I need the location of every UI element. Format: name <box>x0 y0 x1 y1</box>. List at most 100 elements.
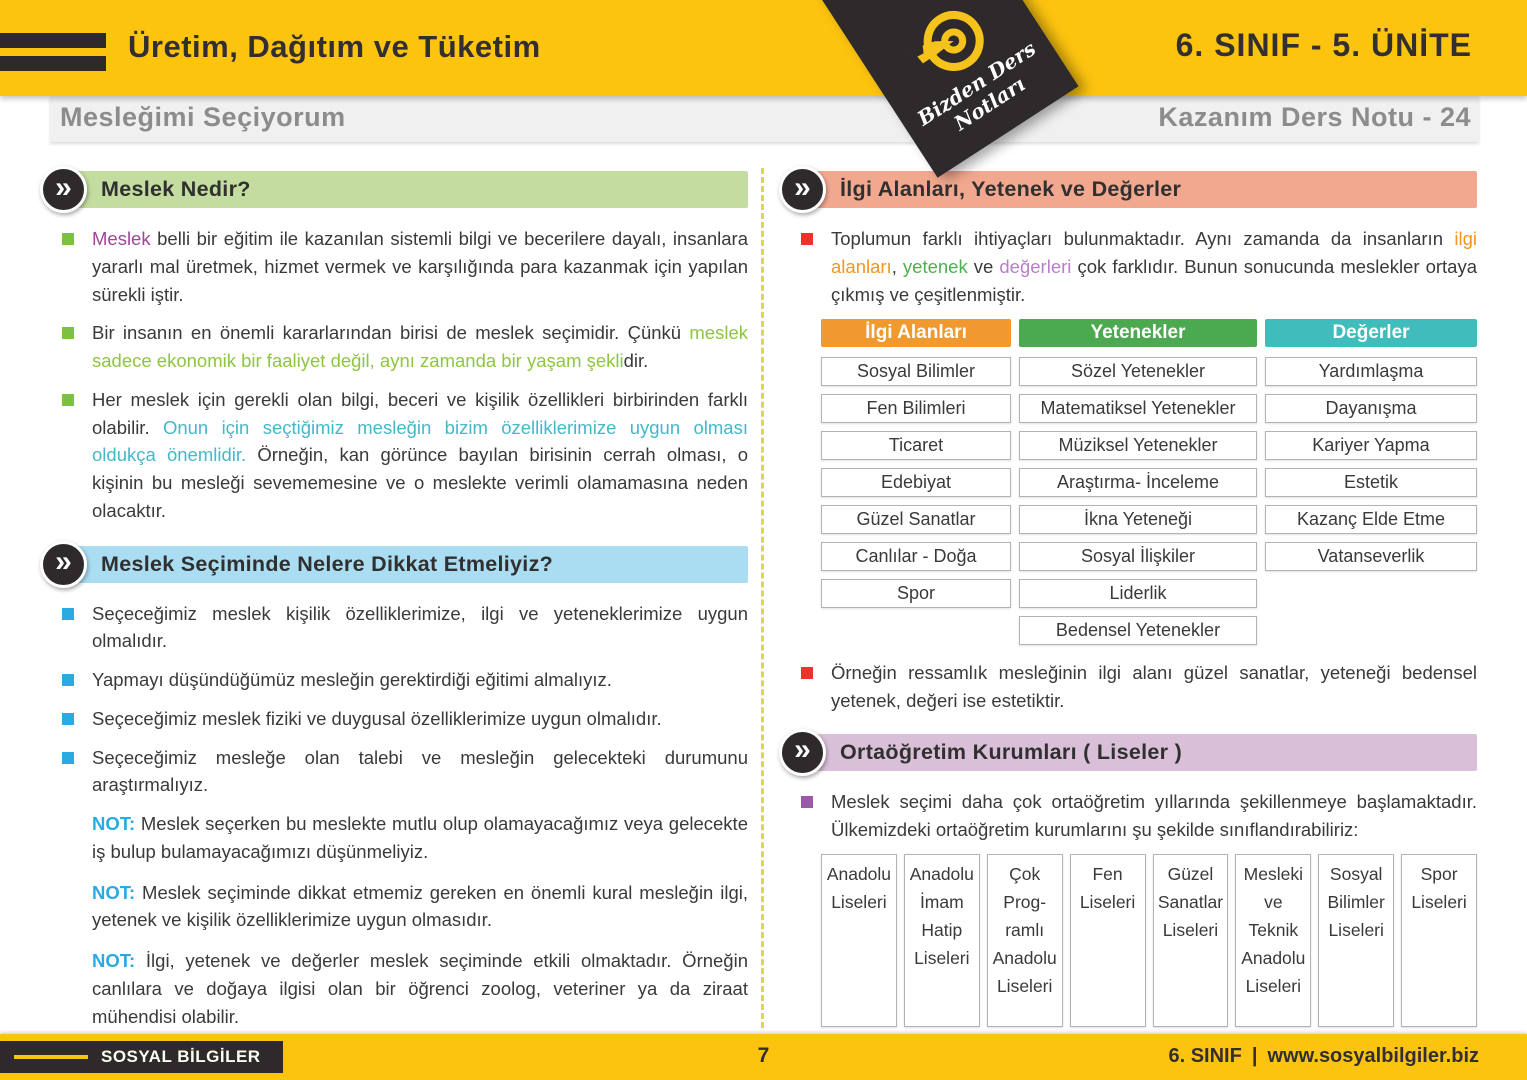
table-column: Değerler Yardımlaşma Dayanışma Kariyer Yapm… <box>1265 319 1477 645</box>
section-header: » Meslek Seçiminde Nelere Dikkat Etmeliyi… <box>40 540 748 588</box>
note-paragraph: NOT: İlgi, yetenek ve değerler meslek se… <box>92 947 748 1030</box>
table-cell: Yardımlaşma <box>1265 357 1477 387</box>
footer-website-text: www.sosyalbilgiler.biz <box>1267 1045 1479 1067</box>
section-title: Meslek Nedir? <box>61 171 748 208</box>
text-segment: , <box>891 255 903 277</box>
list-item: Meslek belli bir eğitim ile kazanılan si… <box>40 225 748 308</box>
school-type-line: Fen <box>1092 864 1123 885</box>
school-type-box: Sosyal Bilimler Liseleri <box>1318 854 1395 1028</box>
text-segment: Seçeceğimiz meslek kişilik özelliklerimi… <box>92 602 748 652</box>
school-type-line: Teknik <box>1248 920 1299 941</box>
school-type-box: Güzel Sanatlar Liseleri <box>1152 854 1229 1028</box>
school-type-line: Anadolu <box>826 864 892 885</box>
section-header: » Ortaöğretim Kurumları ( Liseler ) <box>779 728 1477 776</box>
text-segment: dir. <box>623 350 649 371</box>
table-column-header: Yetenekler <box>1019 319 1257 348</box>
brand-ribbon: Bizden Ders Notları <box>789 0 1079 178</box>
bullet-square-icon <box>62 393 74 406</box>
school-type-box: Çok Prog-ramlı Anadolu Liseleri <box>986 854 1063 1028</box>
note-number-label: Kazanım Ders Notu - 24 <box>1158 102 1471 132</box>
school-type-line: Anadolu <box>909 864 974 885</box>
school-type-box: Anadolu Liseleri <box>821 854 897 1028</box>
school-type-line: Bilimler <box>1327 892 1385 913</box>
list-item: Meslek seçimi daha çok ortaöğretim yılla… <box>779 788 1477 844</box>
table-cell: Dayanışma <box>1265 394 1477 424</box>
chevron-double-icon: » <box>779 728 826 776</box>
right-column: » İlgi Alanları, Yetenek ve Değerler Toplu… <box>779 166 1477 1028</box>
table-cell: Sözel Yetenekler <box>1019 357 1257 387</box>
text-segment: Örneğin, kan görünce bayılan birisinin c… <box>92 444 748 521</box>
text-segment: çok farklıdır. Bunun sonucunda meslekler… <box>831 255 1477 305</box>
school-type-line: Liseleri <box>1328 920 1384 941</box>
list-item-text: Meslek belli bir eğitim ile kazanılan si… <box>92 225 748 308</box>
list-item: Örneğin ressamlık mesleğinin ilgi alanı … <box>779 659 1477 715</box>
school-type-line: ve <box>1264 892 1283 913</box>
section-title: İlgi Alanları, Yetenek ve Değerler <box>800 171 1477 208</box>
list-item: Seçeceğimiz meslek kişilik özelliklerimi… <box>40 600 748 656</box>
school-type-line: Sanatlar <box>1157 892 1224 913</box>
bullet-square-icon <box>62 233 74 245</box>
table-cell: Güzel Sanatlar <box>821 505 1011 535</box>
school-type-line: Mesleki <box>1243 864 1303 885</box>
column-divider <box>761 168 764 1028</box>
interests-skills-values-table: İlgi Alanları Sosyal Bilimler Fen Bilimler… <box>821 319 1477 646</box>
school-type-box: Spor Liseleri <box>1401 854 1477 1028</box>
equals-stripes-icon <box>0 33 106 79</box>
table-cell: Matematiksel Yetenekler <box>1019 394 1257 424</box>
table-column: İlgi Alanları Sosyal Bilimler Fen Bilimler… <box>821 319 1011 645</box>
table-cell: Kazanç Elde Etme <box>1265 505 1477 535</box>
school-type-line: Liseleri <box>996 976 1053 997</box>
text-segment: belli bir eğitim ile kazanılan sistemli … <box>92 228 748 305</box>
table-cell: Fen Bilimleri <box>821 394 1011 424</box>
school-type-line: Liseleri <box>1245 976 1302 997</box>
list-item-text: Her meslek için gerekli olan bilgi, bece… <box>92 386 748 525</box>
footer-brand-label: SOSYAL BİLGİLER <box>101 1047 261 1066</box>
table-column-header: Değerler <box>1265 319 1477 348</box>
text-segment: ve <box>967 255 1000 277</box>
table-column: Yetenekler Sözel Yetenekler Matematiksel Y… <box>1019 319 1257 646</box>
school-type-line: Liseleri <box>1162 920 1219 941</box>
section-header: » Meslek Nedir? <box>40 166 748 213</box>
text-segment: Meslek seçimi daha çok ortaöğretim yılla… <box>831 790 1477 840</box>
page-number: 7 <box>757 1044 770 1067</box>
left-column: » Meslek Nedir? Meslek belli bir eğitim il… <box>40 166 748 1043</box>
note-text: Meslek seçerken bu meslekte mutlu olup o… <box>92 813 748 862</box>
text-segment: yetenek <box>902 255 968 277</box>
bullet-square-icon <box>801 667 813 680</box>
high-school-types: Anadolu Liseleri Anadolu İmam Hatip Liseleri Ç… <box>821 854 1477 1028</box>
list-item-text: Seçeceğimiz meslek fiziki ve duygusal öz… <box>92 705 748 733</box>
text-segment: Onun için seçtiğimiz mesleğin bizim özel… <box>92 416 748 466</box>
footer-separator: | <box>1251 1045 1258 1067</box>
note-label: NOT: <box>92 950 136 971</box>
school-type-line: Prog- <box>1003 892 1047 913</box>
section-header: » İlgi Alanları, Yetenek ve Değerler <box>779 166 1477 213</box>
text-segment: Meslek <box>92 228 151 249</box>
school-type-line: Hatip <box>921 920 963 941</box>
bullet-square-icon <box>62 751 74 764</box>
school-type-line: Liseleri <box>1411 892 1467 913</box>
school-type-line: Çok <box>1009 864 1041 885</box>
chevron-double-icon: » <box>40 540 87 588</box>
table-cell: Sosyal İlişkiler <box>1019 542 1257 572</box>
note-label: NOT: <box>92 881 136 903</box>
school-type-line: ramlı <box>1005 920 1045 941</box>
badge-line-icon <box>14 1055 88 1059</box>
text-segment: değerleri <box>999 255 1072 277</box>
page-header: Üretim, Dağıtım ve Tüketim 6. SINIF - 5.… <box>0 0 1527 96</box>
text-segment: ilgi alanları <box>831 228 1477 277</box>
bullet-square-icon <box>801 233 813 245</box>
table-cell: Bedensel Yetenekler <box>1019 616 1257 646</box>
footer-site-label: 6. SINIF | www.sosyalbilgiler.biz <box>1168 1045 1479 1068</box>
text-segment: Yapmayı düşündüğümüz mesleğin gerektirdi… <box>92 669 612 690</box>
text-segment: Seçeceğimiz mesleğe olan talebi ve mesle… <box>92 746 748 796</box>
brand-badge: SOSYAL BİLGİLER <box>0 1041 283 1073</box>
unit-title: Üretim, Dağıtım ve Tüketim <box>128 29 541 64</box>
subheader-bar: Mesleğimi Seçiyorum Kazanım Ders Notu - … <box>50 96 1479 142</box>
school-type-line: Anadolu <box>1241 948 1306 969</box>
table-cell: Edebiyat <box>821 468 1011 498</box>
table-cell: Kariyer Yapma <box>1265 431 1477 461</box>
text-segment: Örneğin ressamlık mesleğinin ilgi alanı … <box>831 662 1477 711</box>
text-segment: meslek sadece ekonomik bir faaliyet deği… <box>92 322 748 371</box>
list-item-text: Yapmayı düşündüğümüz mesleğin gerektirdi… <box>92 666 748 694</box>
